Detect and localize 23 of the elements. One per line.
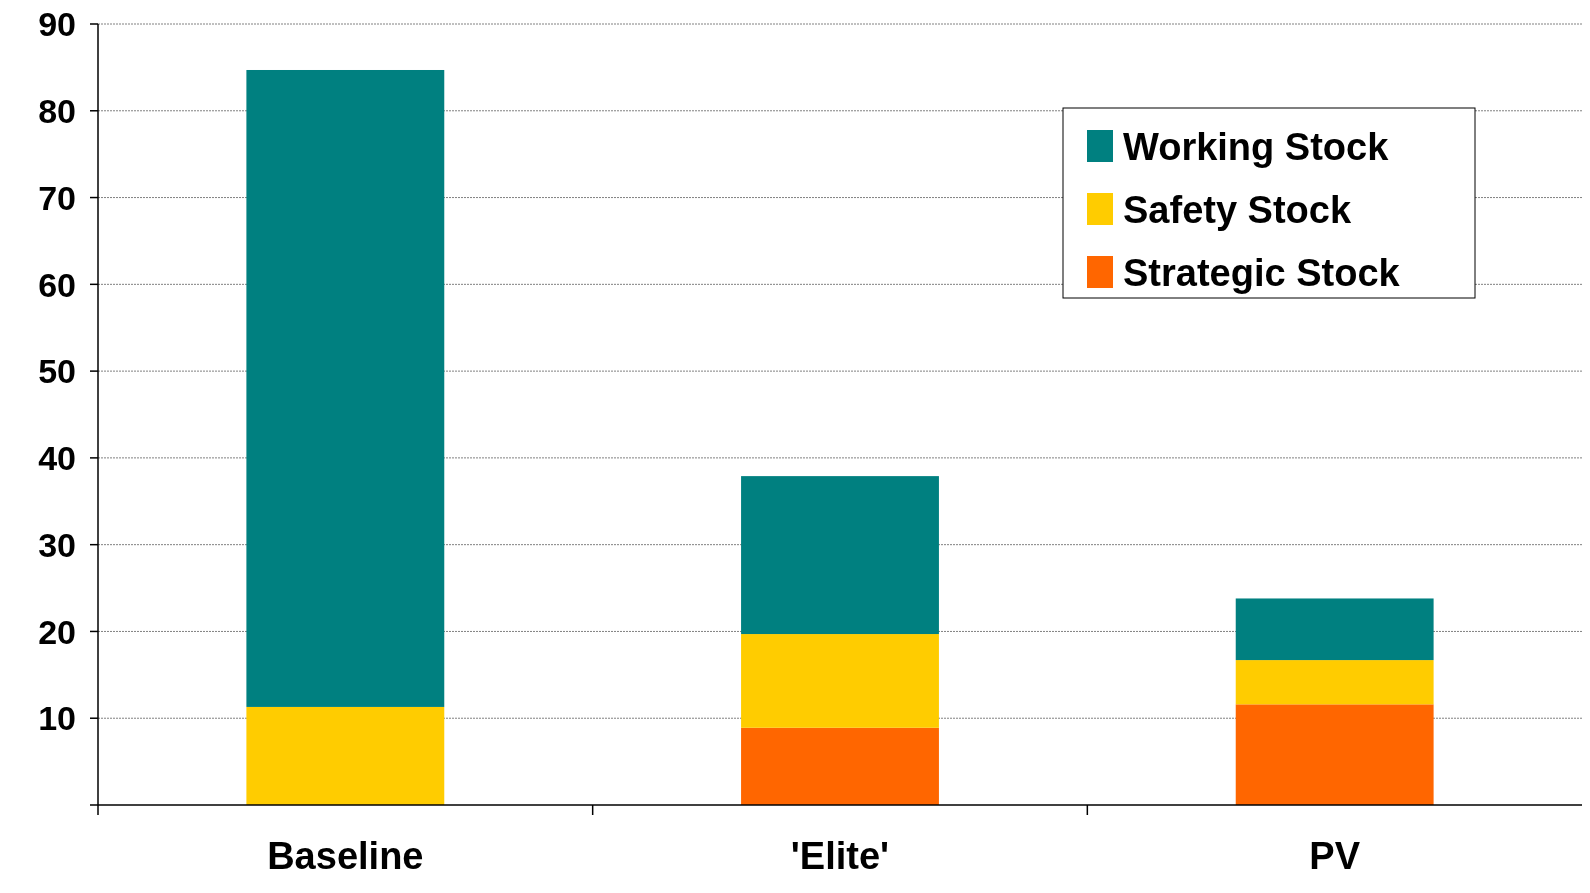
bar: [741, 634, 939, 728]
bar: [246, 69, 445, 707]
y-tick-label: 90: [38, 5, 76, 44]
y-tick-label: 80: [38, 92, 76, 131]
y-tick-label: 60: [38, 265, 76, 304]
x-tick-label: Baseline: [267, 835, 424, 877]
bar: [741, 476, 939, 635]
legend-label: Safety Stock: [1123, 188, 1352, 231]
legend-label: Working Stock: [1123, 125, 1390, 168]
legend-label: Strategic Stock: [1123, 251, 1401, 294]
bar: [741, 727, 939, 805]
bar: [1235, 660, 1434, 705]
y-tick-label: 40: [38, 439, 76, 478]
x-tick-label: PV: [1309, 835, 1361, 877]
y-tick-label: 30: [38, 525, 76, 564]
bar: [1235, 704, 1434, 805]
y-tick-label: 10: [38, 699, 76, 738]
y-tick-label: 20: [38, 612, 76, 651]
y-tick-label: 50: [38, 352, 76, 391]
x-tick-label: 'Elite': [790, 835, 890, 877]
y-tick-label: 70: [38, 178, 76, 217]
bar: [1235, 598, 1434, 661]
bar: [246, 706, 445, 805]
